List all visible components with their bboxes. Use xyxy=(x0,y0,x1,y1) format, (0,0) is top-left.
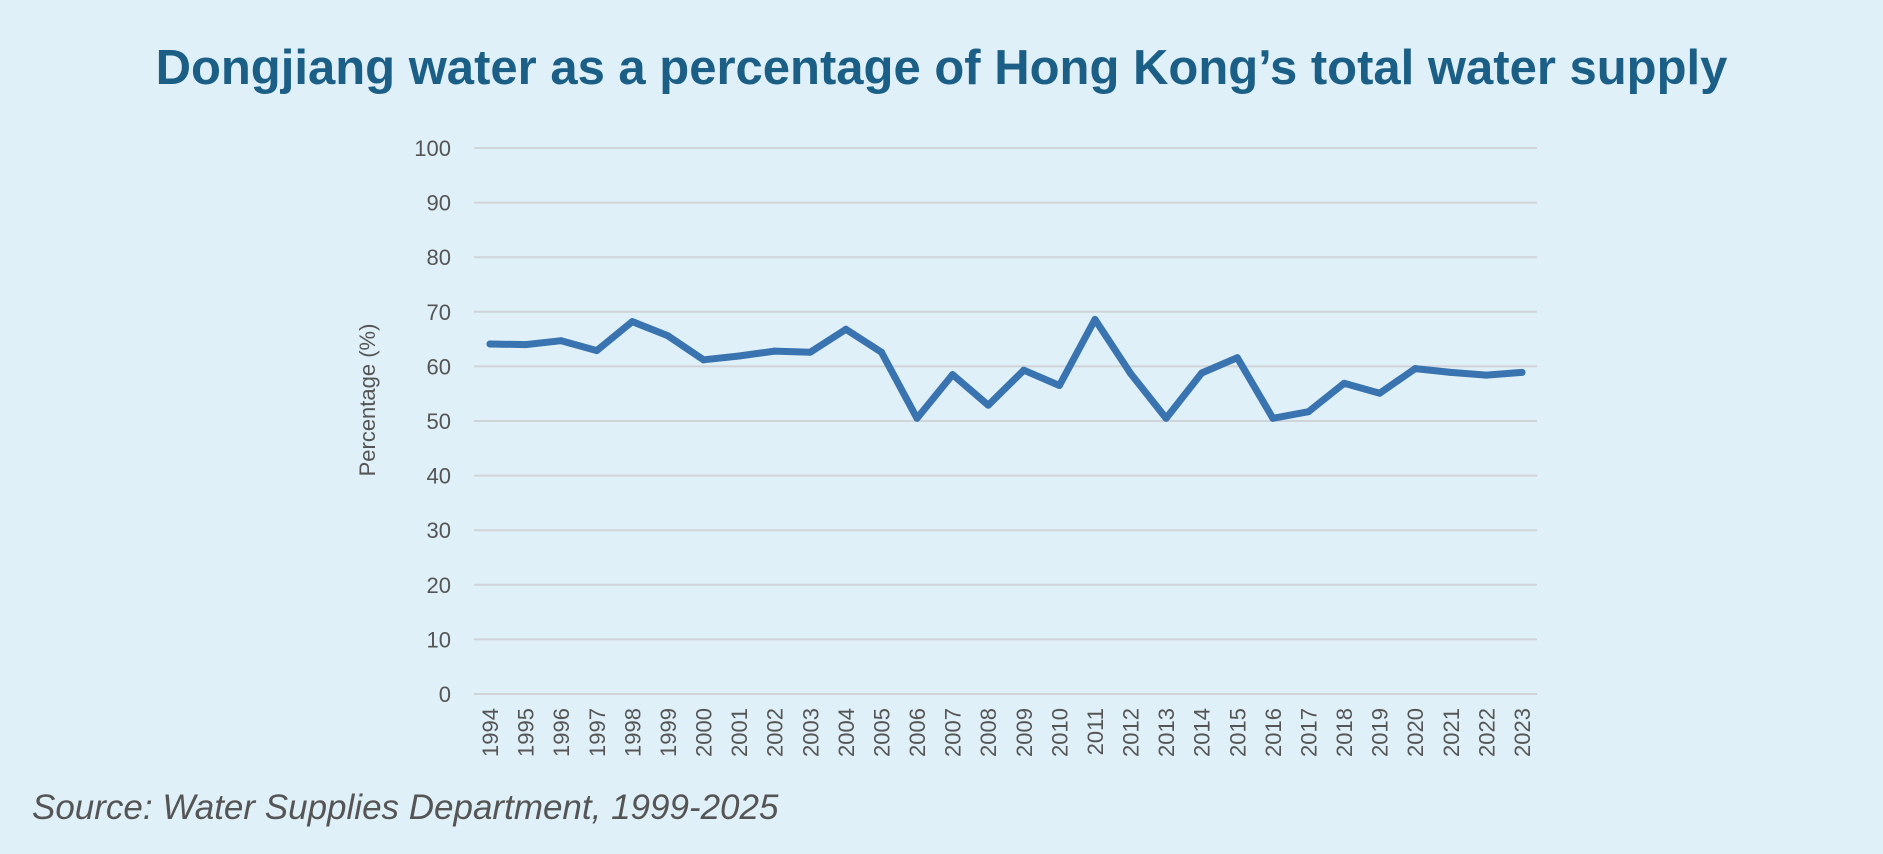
x-tick-label: 2006 xyxy=(905,708,930,757)
data-point xyxy=(593,347,601,355)
x-tick-label: 2020 xyxy=(1403,708,1428,757)
x-tick-label: 2023 xyxy=(1510,708,1535,757)
y-tick-label: 100 xyxy=(414,136,451,161)
y-tick-label: 20 xyxy=(427,573,451,598)
y-tick-label: 0 xyxy=(439,682,451,707)
data-point xyxy=(842,325,850,333)
x-tick-label: 2015 xyxy=(1225,708,1250,757)
x-tick-label: 2021 xyxy=(1439,708,1464,757)
x-tick-label: 2017 xyxy=(1296,708,1321,757)
y-tick-label: 30 xyxy=(427,518,451,543)
x-tick-label: 2012 xyxy=(1119,708,1144,757)
y-tick-label: 40 xyxy=(427,464,451,489)
data-point xyxy=(664,332,672,340)
data-point xyxy=(1020,366,1028,374)
x-tick-label: 2022 xyxy=(1474,708,1499,757)
y-tick-label: 60 xyxy=(427,354,451,379)
chart-title: Dongjiang water as a percentage of Hong … xyxy=(155,41,1728,95)
data-point xyxy=(1198,369,1206,377)
series-line xyxy=(486,315,1526,422)
x-tick-label: 2010 xyxy=(1047,708,1072,757)
y-axis-ticks: 0 10 20 30 40 50 60 70 80 90 100 xyxy=(414,136,451,707)
x-tick-label: 2014 xyxy=(1190,708,1215,757)
data-point xyxy=(486,340,494,348)
data-point xyxy=(1376,389,1384,397)
x-tick-label: 2002 xyxy=(763,708,788,757)
y-tick-label: 70 xyxy=(427,300,451,325)
source-note: Source: Water Supplies Department, 1999-… xyxy=(32,788,779,827)
data-point xyxy=(771,347,779,355)
y-tick-label: 50 xyxy=(427,409,451,434)
data-point xyxy=(1447,368,1455,376)
data-point xyxy=(984,401,992,409)
data-point xyxy=(949,371,957,379)
data-point xyxy=(700,356,708,364)
y-tick-label: 80 xyxy=(427,245,451,270)
x-tick-label: 1994 xyxy=(478,708,503,757)
gridlines xyxy=(474,147,1537,695)
data-point xyxy=(1233,354,1241,362)
data-point xyxy=(557,337,565,345)
x-tick-label: 2007 xyxy=(941,708,966,757)
x-tick-label: 1999 xyxy=(656,708,681,757)
x-tick-label: 2013 xyxy=(1154,708,1179,757)
x-tick-label: 2018 xyxy=(1332,708,1357,757)
data-point xyxy=(1518,368,1526,376)
data-point xyxy=(522,341,530,349)
x-tick-label: 2004 xyxy=(834,708,859,757)
data-point xyxy=(806,348,814,356)
data-point xyxy=(1127,369,1135,377)
x-tick-label: 2001 xyxy=(727,708,752,757)
y-axis-label: Percentage (%) xyxy=(355,324,380,477)
x-axis-ticks: 1994 1995 1996 1997 1998 1999 2000 2001 2002 2003… xyxy=(478,708,1535,757)
x-tick-label: 2008 xyxy=(976,708,1001,757)
data-point xyxy=(1411,365,1419,373)
x-tick-label: 2000 xyxy=(692,708,717,757)
series-layer xyxy=(486,315,1526,422)
x-tick-label: 2005 xyxy=(869,708,894,757)
x-tick-label: 1995 xyxy=(514,708,539,757)
x-tick-label: 2019 xyxy=(1368,708,1393,757)
data-point xyxy=(1091,315,1099,323)
x-tick-label: 2003 xyxy=(798,708,823,757)
x-tick-label: 1996 xyxy=(549,708,574,757)
x-tick-label: 1998 xyxy=(620,708,645,757)
y-tick-label: 10 xyxy=(427,627,451,652)
x-tick-label: 1997 xyxy=(585,708,610,757)
data-point xyxy=(1055,382,1063,390)
data-point xyxy=(735,352,743,360)
data-point xyxy=(1482,371,1490,379)
data-point xyxy=(628,318,636,326)
x-tick-label: 2009 xyxy=(1012,708,1037,757)
data-point xyxy=(1269,414,1277,422)
data-point xyxy=(913,414,921,422)
y-tick-label: 90 xyxy=(427,191,451,216)
data-point xyxy=(1304,408,1312,416)
data-point xyxy=(1340,379,1348,387)
x-tick-label: 2011 xyxy=(1083,708,1108,755)
x-tick-label: 2016 xyxy=(1261,708,1286,757)
data-point xyxy=(1162,414,1170,422)
data-point xyxy=(877,348,885,356)
